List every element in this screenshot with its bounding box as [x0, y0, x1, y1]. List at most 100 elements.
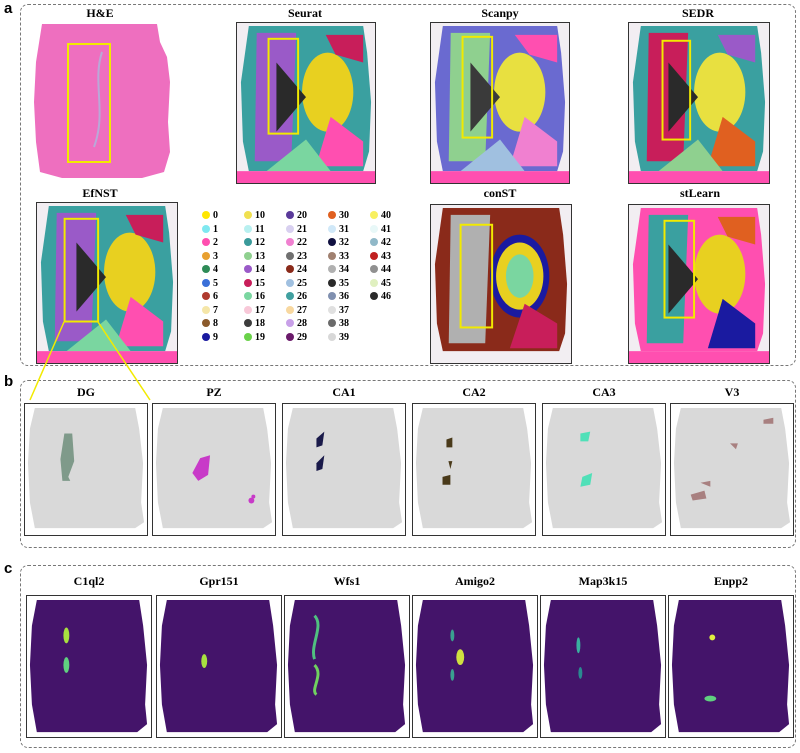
legend-label: 2 — [213, 237, 218, 248]
legend-label: 21 — [297, 223, 307, 235]
legend-swatch — [202, 292, 210, 300]
legend-item-11: 11 — [244, 224, 264, 235]
legend-swatch — [328, 224, 336, 233]
legend-item-46: 46 — [370, 291, 391, 302]
legend-swatch — [370, 224, 378, 233]
panel-label-c: c — [4, 560, 13, 577]
legend-label: 3 — [213, 250, 218, 262]
legend-swatch — [202, 319, 210, 327]
panel-label-a: a — [4, 0, 13, 17]
legend-item-33: 33 — [328, 251, 349, 262]
legend-item-5: 5 — [202, 278, 218, 289]
legend-label: 20 — [297, 210, 307, 221]
legend-label: 18 — [255, 318, 265, 329]
legend-label: 25 — [297, 277, 307, 289]
title-gene-map3k15: Map3k15 — [578, 574, 628, 588]
legend-label: 43 — [381, 250, 391, 262]
title-region-dg: DG — [77, 385, 95, 399]
legend-swatch — [286, 332, 294, 341]
legend-label: 15 — [255, 277, 265, 289]
legend-item-40: 40 — [370, 210, 391, 221]
legend-swatch — [328, 211, 336, 219]
legend-item-43: 43 — [370, 251, 391, 262]
legend-item-12: 12 — [244, 237, 265, 248]
legend-label: 10 — [255, 210, 265, 221]
legend-label: 6 — [213, 291, 218, 302]
legend-swatch — [244, 265, 252, 273]
legend-item-2: 2 — [202, 237, 218, 248]
legend-label: 40 — [381, 210, 391, 221]
sedr-cluster-map — [628, 22, 770, 184]
legend-swatch — [370, 238, 378, 246]
cluster-legend: 0 1 2 3 4 5 6 7 8 9 10 11 12 13 14 15 16 17 18 19 20 21 22 23 24… — [202, 210, 412, 350]
legend-item-16: 16 — [244, 291, 265, 302]
legend-swatch — [328, 278, 336, 287]
legend-item-9: 9 — [202, 332, 218, 343]
legend-label: 34 — [339, 264, 349, 275]
legend-item-15: 15 — [244, 278, 265, 289]
legend-item-21: 21 — [286, 224, 307, 235]
legend-label: 44 — [381, 264, 391, 275]
legend-swatch — [202, 278, 210, 287]
legend-item-24: 24 — [286, 264, 307, 275]
title-sedr: SEDR — [681, 6, 714, 20]
title-gene-wfs1: Wfs1 — [333, 574, 361, 588]
legend-swatch — [286, 319, 294, 327]
region-map-ca3 — [542, 403, 666, 536]
legend-item-42: 42 — [370, 237, 391, 248]
legend-swatch — [370, 211, 378, 219]
legend-item-13: 13 — [244, 251, 265, 262]
title-const: conST — [483, 186, 517, 200]
legend-label: 24 — [297, 264, 307, 275]
legend-item-39: 39 — [328, 332, 349, 343]
legend-label: 35 — [339, 277, 349, 289]
gene-expression-map-c1ql2 — [26, 595, 152, 738]
legend-swatch — [370, 265, 378, 273]
legend-swatch — [244, 211, 252, 219]
legend-label: 42 — [381, 237, 391, 248]
legend-swatch — [370, 278, 378, 287]
legend-swatch — [370, 292, 378, 300]
legend-swatch — [202, 251, 210, 260]
legend-item-22: 22 — [286, 237, 307, 248]
legend-item-19: 19 — [244, 332, 265, 343]
legend-swatch — [244, 238, 252, 246]
legend-swatch — [328, 319, 336, 327]
legend-item-7: 7 — [202, 305, 218, 316]
legend-swatch — [202, 305, 210, 314]
legend-label: 41 — [381, 223, 391, 235]
gene-expression-map-gpr151 — [156, 595, 282, 738]
legend-swatch — [286, 305, 294, 314]
legend-label: 36 — [339, 291, 349, 302]
legend-item-38: 38 — [328, 318, 349, 329]
title-region-ca2: CA2 — [462, 385, 486, 399]
title-gene-gpr151: Gpr151 — [199, 574, 239, 588]
legend-label: 14 — [255, 264, 265, 275]
legend-swatch — [328, 305, 336, 314]
legend-label: 29 — [297, 331, 307, 343]
legend-item-1: 1 — [202, 224, 218, 235]
stlearn-cluster-map — [628, 204, 770, 364]
legend-label: 33 — [339, 250, 349, 262]
region-map-ca1 — [282, 403, 406, 536]
legend-swatch — [328, 292, 336, 300]
legend-label: 12 — [255, 237, 265, 248]
legend-item-17: 17 — [244, 305, 265, 316]
legend-label: 23 — [297, 250, 307, 262]
legend-swatch — [244, 305, 252, 314]
region-map-pz — [152, 403, 276, 536]
title-region-v3: V3 — [724, 385, 740, 399]
legend-item-41: 41 — [370, 224, 391, 235]
legend-item-35: 35 — [328, 278, 349, 289]
region-map-v3 — [670, 403, 794, 536]
title-efnst: EfNST — [82, 186, 118, 200]
legend-swatch — [244, 319, 252, 327]
legend-swatch — [244, 224, 252, 233]
legend-item-45: 45 — [370, 278, 391, 289]
legend-item-6: 6 — [202, 291, 218, 302]
legend-item-0: 0 — [202, 210, 218, 221]
legend-label: 7 — [213, 304, 218, 316]
legend-item-31: 31 — [328, 224, 349, 235]
title-gene-c1ql2: C1ql2 — [73, 574, 105, 588]
legend-item-29: 29 — [286, 332, 307, 343]
